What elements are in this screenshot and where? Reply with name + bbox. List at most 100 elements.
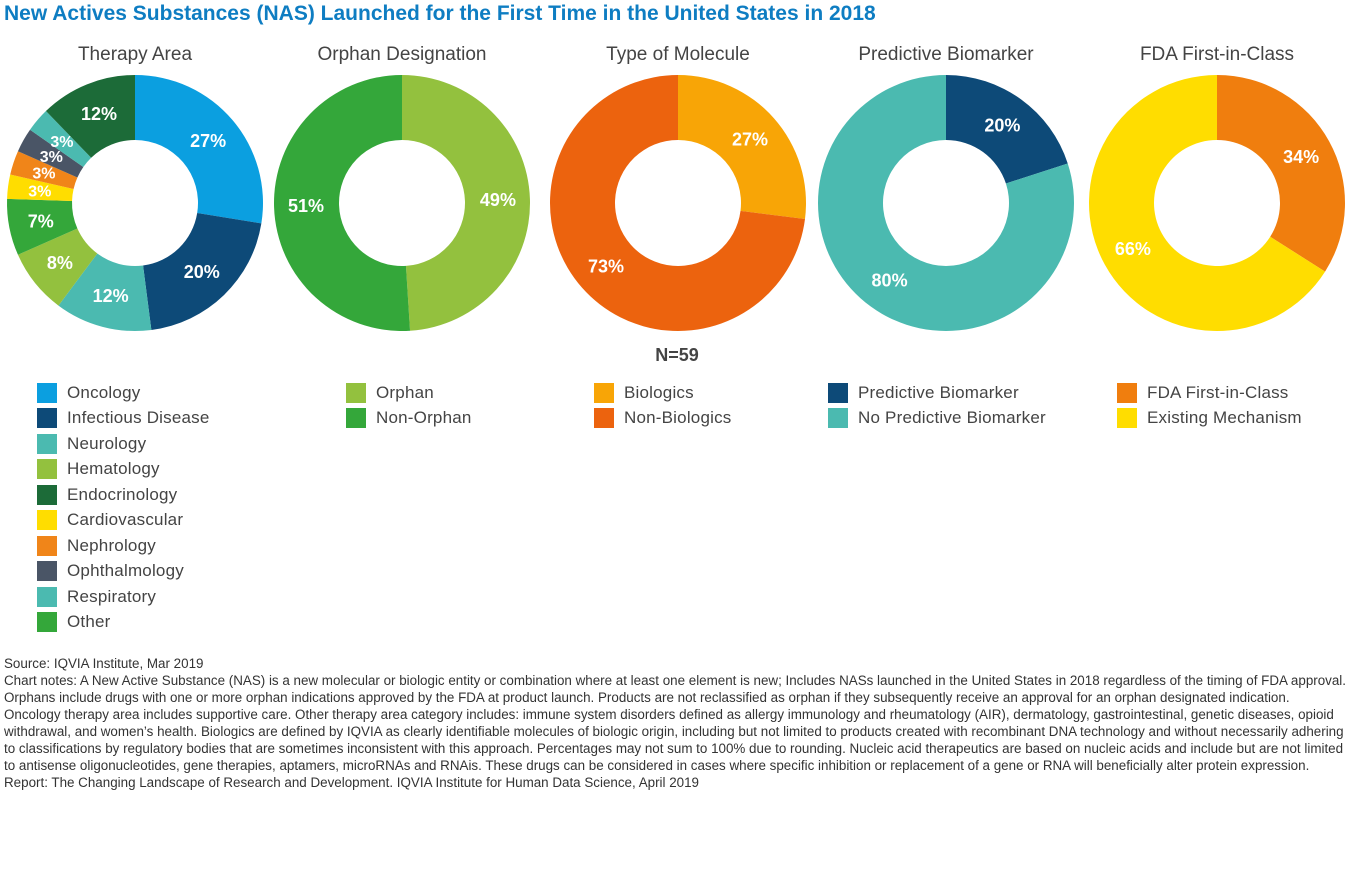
slice-label-predictive-biomarker-no-predictive-biomarker: 80% xyxy=(872,271,908,291)
slice-therapy-area-neurology xyxy=(58,253,152,331)
legend-swatch xyxy=(828,382,848,403)
legend-swatch xyxy=(1117,408,1137,429)
page-title: New Actives Substances (NAS) Launched fo… xyxy=(4,2,876,25)
legend-swatch xyxy=(37,433,57,454)
legend-swatch xyxy=(37,535,57,556)
legend-label: Infectious Disease xyxy=(67,408,210,428)
slice-therapy-area-respiratory xyxy=(30,111,92,167)
slice-label-therapy-area-neurology: 12% xyxy=(93,286,129,306)
legend-item-non-orphan: Non-Orphan xyxy=(346,406,472,432)
legend-swatch xyxy=(37,510,57,531)
slice-fda-first-in-class-existing-mechanism xyxy=(1088,75,1326,332)
legend-label: Predictive Biomarker xyxy=(858,382,1019,402)
legend-label: Existing Mechanism xyxy=(1147,408,1302,428)
chart-title-therapy-area: Therapy Area xyxy=(78,44,192,65)
slice-label-therapy-area-endocrinology: 12% xyxy=(81,104,117,124)
chart-title-predictive-biomarker: Predictive Biomarker xyxy=(858,44,1034,65)
legend-label: Respiratory xyxy=(67,586,157,606)
slice-label-fda-first-in-class-fda-first-in-class: 34% xyxy=(1283,147,1319,167)
slice-label-therapy-area-cardiovascular: 3% xyxy=(28,184,51,201)
slice-therapy-area-cardiovascular xyxy=(7,174,74,201)
legend-label: Other xyxy=(67,612,111,632)
legend-item-predictive-biomarker: Predictive Biomarker xyxy=(828,380,1046,406)
slice-therapy-area-other xyxy=(7,198,78,255)
legend-orphan-designation: Orphan Non-Orphan xyxy=(346,380,472,431)
legend-item-other: Other xyxy=(37,610,210,636)
legend-label: Non-Orphan xyxy=(376,408,472,428)
legend-swatch xyxy=(594,382,614,403)
legend-swatch xyxy=(1117,382,1137,403)
legend-swatch xyxy=(37,408,57,429)
slice-predictive-biomarker-predictive-biomarker xyxy=(946,75,1068,184)
legend-swatch xyxy=(37,459,57,480)
legend-label: Endocrinology xyxy=(67,484,178,504)
legend-swatch xyxy=(37,382,57,403)
legend-swatch xyxy=(594,408,614,429)
legend-item-endocrinology: Endocrinology xyxy=(37,482,210,508)
legend-item-oncology: Oncology xyxy=(37,380,210,406)
legend-label: Biologics xyxy=(624,382,694,402)
donut-charts: Therapy Area27%20%12%8%7%3%3%3%3%12%Orph… xyxy=(7,44,1345,332)
slice-type-of-molecule-biologics xyxy=(678,75,806,220)
legend-type-of-molecule: Biologics Non-Biologics xyxy=(594,380,731,431)
slice-label-predictive-biomarker-predictive-biomarker: 20% xyxy=(984,115,1020,135)
slice-therapy-area-oncology xyxy=(135,75,263,224)
slice-orphan-designation-orphan xyxy=(402,75,531,331)
legend-fda-first-in-class: FDA First-in-Class Existing Mechanism xyxy=(1117,380,1302,431)
slice-therapy-area-hematology xyxy=(17,228,98,306)
slice-label-orphan-designation-non-orphan: 51% xyxy=(288,196,324,216)
slice-therapy-area-endocrinology xyxy=(45,75,135,158)
legend-swatch xyxy=(346,382,366,403)
slice-label-therapy-area-nephrology: 3% xyxy=(32,166,55,183)
legend-swatch xyxy=(828,408,848,429)
legend-item-biologics: Biologics xyxy=(594,380,731,406)
source-note: Source: IQVIA Institute, Mar 2019 xyxy=(4,656,204,671)
legend-item-nephrology: Nephrology xyxy=(37,533,210,559)
legend-item-infectious-disease: Infectious Disease xyxy=(37,406,210,432)
chart-notes: Source: IQVIA Institute, Mar 2019 Chart … xyxy=(4,655,1349,791)
chart-notes-text: Chart notes: A New Active Substance (NAS… xyxy=(4,673,1347,773)
legend-swatch xyxy=(346,408,366,429)
legend-item-neurology: Neurology xyxy=(37,431,210,457)
legend-item-fda-first-in-class: FDA First-in-Class xyxy=(1117,380,1302,406)
slice-label-therapy-area-respiratory: 3% xyxy=(50,134,73,151)
legend-label: Cardiovascular xyxy=(67,510,184,530)
slice-orphan-designation-non-orphan xyxy=(274,75,411,331)
legend-label: Oncology xyxy=(67,382,141,402)
chart-title-type-of-molecule: Type of Molecule xyxy=(606,44,750,65)
legend-swatch xyxy=(37,561,57,582)
slice-therapy-area-infectious-disease xyxy=(143,213,262,330)
legend-label: Orphan xyxy=(376,382,434,402)
legend-item-orphan: Orphan xyxy=(346,380,472,406)
slice-label-therapy-area-ophthalmology: 3% xyxy=(40,149,63,166)
slice-label-type-of-molecule-non-biologics: 73% xyxy=(588,256,624,276)
legend-label: FDA First-in-Class xyxy=(1147,382,1289,402)
legend-predictive-biomarker: Predictive Biomarker No Predictive Biomar… xyxy=(828,380,1046,431)
legend-item-non-biologics: Non-Biologics xyxy=(594,406,731,432)
legend-label: Non-Biologics xyxy=(624,408,732,428)
slice-label-therapy-area-infectious-disease: 20% xyxy=(184,262,220,282)
legend-item-ophthalmology: Ophthalmology xyxy=(37,559,210,585)
slice-type-of-molecule-non-biologics xyxy=(550,75,805,331)
slice-label-fda-first-in-class-existing-mechanism: 66% xyxy=(1115,239,1151,259)
slice-therapy-area-ophthalmology xyxy=(17,129,84,178)
chart-title-orphan-designation: Orphan Designation xyxy=(318,44,487,65)
legend-item-cardiovascular: Cardiovascular xyxy=(37,508,210,534)
slice-label-therapy-area-hematology: 8% xyxy=(47,253,73,273)
legend-swatch xyxy=(37,484,57,505)
slice-fda-first-in-class-fda-first-in-class xyxy=(1217,75,1345,272)
slice-label-therapy-area-other: 7% xyxy=(28,211,54,231)
legend-item-existing-mechanism: Existing Mechanism xyxy=(1117,406,1302,432)
legend-swatch xyxy=(37,612,57,633)
slice-label-orphan-designation-orphan: 49% xyxy=(480,190,516,210)
legend-label: Nephrology xyxy=(67,535,156,555)
legend-swatch xyxy=(37,586,57,607)
slice-predictive-biomarker-no-predictive-biomarker xyxy=(817,75,1074,331)
legend-label: Neurology xyxy=(67,433,147,453)
report-note: Report: The Changing Landscape of Resear… xyxy=(4,775,699,790)
sample-size: N=59 xyxy=(0,345,1352,366)
slice-label-therapy-area-oncology: 27% xyxy=(190,131,226,151)
legend-item-hematology: Hematology xyxy=(37,457,210,483)
legend-label: Ophthalmology xyxy=(67,561,184,581)
legend-label: No Predictive Biomarker xyxy=(858,408,1046,428)
